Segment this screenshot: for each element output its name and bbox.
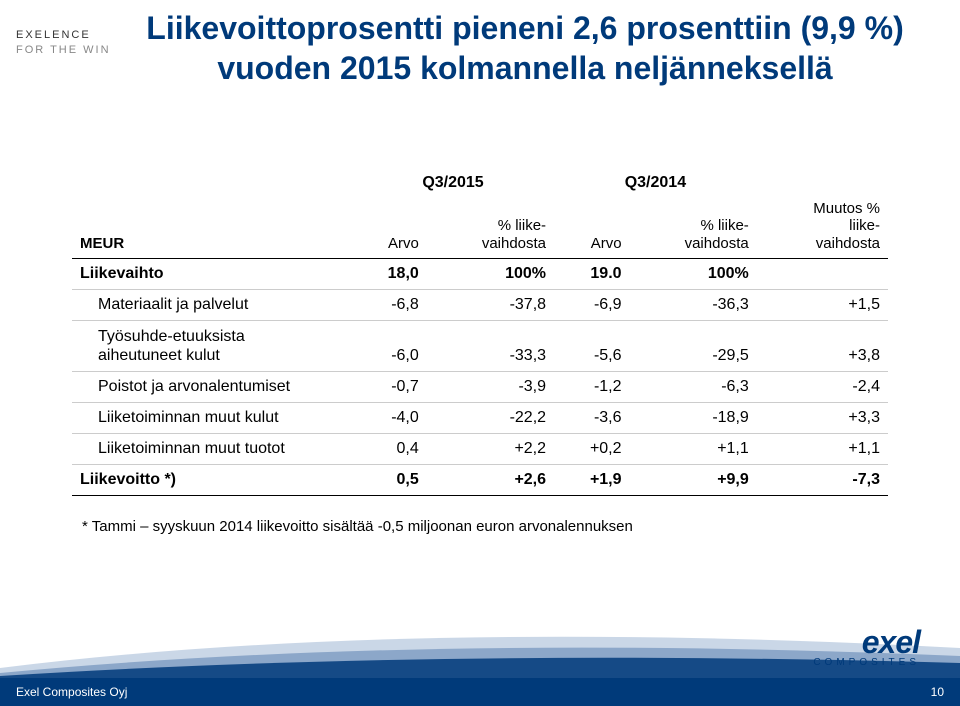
cell: -7,3 (757, 465, 888, 496)
footer-bar: Exel Composites Oyj 10 (0, 678, 960, 706)
cell: -36,3 (630, 289, 757, 320)
row-label: Liiketoiminnan muut tuotot (72, 434, 352, 465)
col-pct-1: % liike- vaihdosta (427, 194, 554, 258)
brand-sub: COMPOSITES (813, 657, 920, 668)
table-row: Työsuhde-etuuksista aiheutuneet kulut-6,… (72, 320, 888, 371)
brand-name: exel (813, 624, 920, 661)
cell: -33,3 (427, 320, 554, 371)
cell: +2,6 (427, 465, 554, 496)
table-row: Materiaalit ja palvelut-6,8-37,8-6,9-36,… (72, 289, 888, 320)
cell: -18,9 (630, 403, 757, 434)
cell: -6,0 (352, 320, 427, 371)
brand-logo: exel COMPOSITES (813, 624, 920, 668)
period-q3-2014: Q3/2014 (554, 168, 757, 194)
row-label: Työsuhde-etuuksista aiheutuneet kulut (72, 320, 352, 371)
cell: 19.0 (554, 258, 630, 289)
col-muutos: Muutos % liike- vaihdosta (757, 194, 888, 258)
slide-title: Liikevoittoprosentti pieneni 2,6 prosent… (130, 8, 920, 88)
table-row: Poistot ja arvonalentumiset-0,7-3,9-1,2-… (72, 372, 888, 403)
cell: +3,3 (757, 403, 888, 434)
col-pct-2: % liike- vaihdosta (630, 194, 757, 258)
cell: -37,8 (427, 289, 554, 320)
cell: +1,5 (757, 289, 888, 320)
cell: 0,5 (352, 465, 427, 496)
cell (757, 258, 888, 289)
cell: -1,2 (554, 372, 630, 403)
table-header-periods: Q3/2015 Q3/2014 (72, 168, 888, 194)
row-label: Materiaalit ja palvelut (72, 289, 352, 320)
cell: -3,6 (554, 403, 630, 434)
row-label: Liikevoitto *) (72, 465, 352, 496)
cell: -6,9 (554, 289, 630, 320)
financial-table: Q3/2015 Q3/2014 MEUR Arvo % liike- vaihd… (72, 168, 888, 496)
cell: 100% (630, 258, 757, 289)
table-row: Liikevoitto *)0,5+2,6+1,9+9,9-7,3 (72, 465, 888, 496)
cell: +1,1 (630, 434, 757, 465)
cell: 0,4 (352, 434, 427, 465)
cell: 100% (427, 258, 554, 289)
footer-page: 10 (931, 685, 944, 699)
cell: +1,9 (554, 465, 630, 496)
col-arvo-2: Arvo (554, 194, 630, 258)
footer-company: Exel Composites Oyj (16, 685, 127, 699)
cell: -29,5 (630, 320, 757, 371)
cell: -22,2 (427, 403, 554, 434)
col-meur: MEUR (72, 194, 352, 258)
cell: +1,1 (757, 434, 888, 465)
logo-line1: EXELENCE (16, 28, 111, 43)
cell: -0,7 (352, 372, 427, 403)
table-row: Liiketoiminnan muut tuotot0,4+2,2+0,2+1,… (72, 434, 888, 465)
table-row: Liiketoiminnan muut kulut-4,0-22,2-3,6-1… (72, 403, 888, 434)
row-label: Liikevaihto (72, 258, 352, 289)
table-header-columns: MEUR Arvo % liike- vaihdosta Arvo % liik… (72, 194, 888, 258)
logo-line2: FOR THE WIN (16, 43, 111, 58)
cell: +2,2 (427, 434, 554, 465)
cell: -6,8 (352, 289, 427, 320)
cell: -5,6 (554, 320, 630, 371)
cell: +0,2 (554, 434, 630, 465)
row-label: Poistot ja arvonalentumiset (72, 372, 352, 403)
top-left-logo: EXELENCE FOR THE WIN (16, 28, 111, 58)
cell: 18,0 (352, 258, 427, 289)
table-row: Liikevaihto18,0100%19.0100% (72, 258, 888, 289)
cell: -2,4 (757, 372, 888, 403)
period-q3-2015: Q3/2015 (352, 168, 554, 194)
row-label: Liiketoiminnan muut kulut (72, 403, 352, 434)
cell: -4,0 (352, 403, 427, 434)
col-arvo-1: Arvo (352, 194, 427, 258)
cell: +3,8 (757, 320, 888, 371)
cell: -6,3 (630, 372, 757, 403)
footnote: * Tammi – syyskuun 2014 liikevoitto sisä… (82, 518, 633, 535)
cell: +9,9 (630, 465, 757, 496)
cell: -3,9 (427, 372, 554, 403)
